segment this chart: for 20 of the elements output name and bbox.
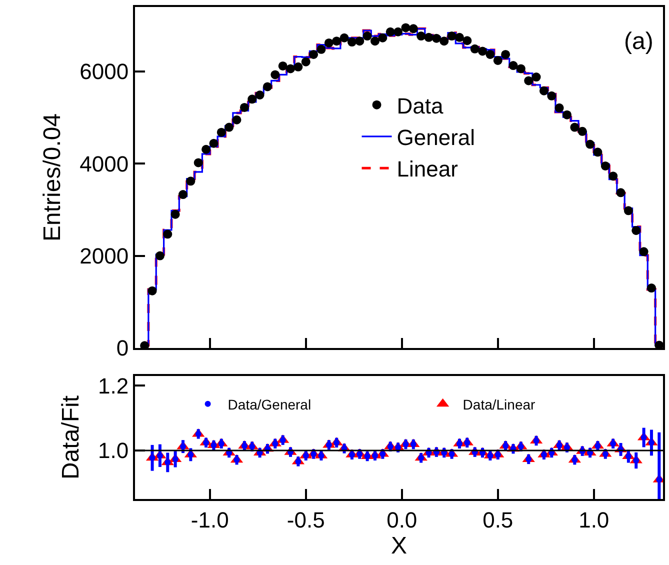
legend-label: Data/Linear [462, 396, 536, 412]
y-tick-label: 1.0 [98, 438, 129, 464]
y-tick-label: 0 [116, 336, 129, 361]
x-axis-title: X [390, 532, 408, 560]
x-tick-label: 0.5 [482, 507, 514, 532]
x-tick-label: 1.0 [578, 507, 610, 532]
y-axis-title: Entries/0.04 [39, 113, 66, 242]
y-tick-label: 1.2 [98, 373, 129, 398]
legend-label: Data [396, 93, 444, 118]
x-tick-label: 0.0 [386, 507, 418, 532]
y-tick-label: 2000 [80, 244, 129, 269]
annotation: (a) [624, 28, 654, 55]
y-axis-title: Data/Fit [58, 395, 85, 480]
legend-label: Data/General [228, 396, 312, 412]
x-tick-label: -0.5 [286, 507, 325, 532]
legend-label: General [396, 125, 476, 150]
y-tick-label: 6000 [80, 59, 129, 84]
y-tick-label: 4000 [80, 151, 129, 176]
x-tick-label: -1.0 [190, 507, 229, 532]
legend-label: Linear [396, 156, 458, 182]
